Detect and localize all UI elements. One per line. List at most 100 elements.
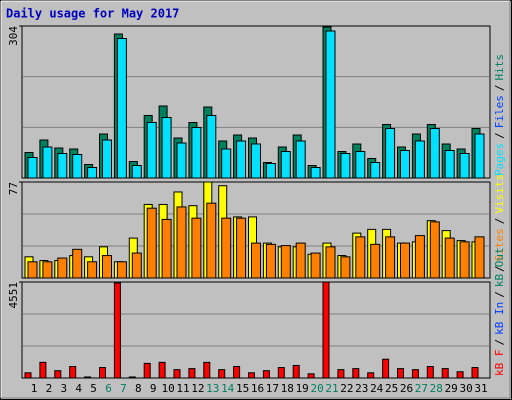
bar <box>441 368 449 379</box>
x-tick-label: 14 <box>221 382 235 395</box>
x-tick-label: 5 <box>90 382 97 395</box>
bar <box>161 117 172 179</box>
bar <box>69 366 77 379</box>
bar <box>113 282 121 379</box>
bar <box>158 361 166 379</box>
bar <box>102 255 112 279</box>
bar <box>459 153 470 179</box>
bar <box>131 165 142 179</box>
x-tick-label: 19 <box>296 382 309 395</box>
bar <box>191 217 202 279</box>
bar <box>161 218 172 279</box>
legend-entry: Visits <box>493 174 506 214</box>
bar <box>355 151 366 179</box>
bar <box>236 217 247 279</box>
bar <box>352 368 360 379</box>
x-tick-label: 2 <box>46 382 53 395</box>
bar <box>236 140 247 179</box>
bar <box>221 217 232 279</box>
bar <box>292 364 300 379</box>
bar <box>131 252 142 279</box>
bar <box>128 376 136 379</box>
bar <box>173 369 181 379</box>
bar <box>325 246 336 279</box>
bar <box>191 127 202 179</box>
bar <box>143 362 151 379</box>
bar <box>265 243 276 279</box>
bar <box>42 261 53 279</box>
bar <box>72 248 83 279</box>
bar <box>325 30 336 179</box>
bar <box>27 261 38 279</box>
x-tick-label: 27 <box>415 382 428 395</box>
x-tick-label: 4 <box>75 382 82 395</box>
x-tick-label: 16 <box>251 382 264 395</box>
bar <box>444 237 455 279</box>
bar <box>370 162 381 179</box>
bar <box>116 261 127 279</box>
bar <box>471 367 479 379</box>
legend-separator: / <box>493 85 506 92</box>
legend-separator: / <box>493 218 506 225</box>
bar <box>370 243 381 279</box>
x-tick-label: 11 <box>176 382 189 395</box>
bar <box>218 369 226 379</box>
bar <box>310 167 321 179</box>
bar <box>367 372 375 379</box>
bar <box>429 128 440 179</box>
bar <box>310 252 321 279</box>
bar <box>295 242 306 279</box>
bar <box>411 369 419 379</box>
bar <box>444 150 455 179</box>
y-tick-label: 304 <box>7 26 20 46</box>
x-tick-label: 15 <box>236 382 249 395</box>
bar <box>414 140 425 179</box>
bar <box>251 242 261 279</box>
bar <box>146 122 157 179</box>
bar <box>280 245 291 279</box>
bar <box>474 236 485 279</box>
x-tick-label: 9 <box>150 382 157 395</box>
legend-entry: kB F <box>493 350 506 377</box>
y-tick-label: 4551 <box>7 282 20 309</box>
legend-separator: / <box>493 265 506 272</box>
legend: kB F/kB In/kB Out <box>493 247 506 376</box>
bar <box>295 140 306 179</box>
bar <box>176 206 187 279</box>
y-tick-label: 77 <box>7 182 20 195</box>
bar <box>84 376 92 379</box>
bar <box>42 146 53 179</box>
x-tick-label: 21 <box>325 382 338 395</box>
x-tick-label: 13 <box>206 382 219 395</box>
bar <box>340 256 351 279</box>
legend-entry: Files <box>493 95 506 128</box>
x-tick-label: 6 <box>105 382 112 395</box>
bar <box>54 370 62 379</box>
bar <box>355 236 366 279</box>
x-tick-label: 17 <box>266 382 279 395</box>
bar <box>188 368 196 379</box>
bar <box>102 139 112 179</box>
legend-entry: kB Out <box>493 247 506 287</box>
bar <box>248 372 255 379</box>
bar <box>24 372 32 379</box>
bar <box>206 202 217 279</box>
chart-title: Daily usage for May 2017 <box>6 7 179 21</box>
x-tick-label: 12 <box>191 382 204 395</box>
legend-entry: kB In <box>493 302 506 335</box>
bar <box>27 157 38 179</box>
bar <box>307 373 315 379</box>
bar <box>459 241 470 279</box>
bar <box>265 163 276 179</box>
x-tick-label: 24 <box>370 382 384 395</box>
bar <box>72 154 83 179</box>
legend-entry: Sites <box>493 228 506 261</box>
panel <box>21 281 491 379</box>
x-tick-label: 25 <box>385 382 398 395</box>
bar <box>400 242 410 279</box>
bar <box>337 369 345 379</box>
bar <box>57 257 68 279</box>
bar <box>340 153 351 179</box>
bar <box>57 153 68 179</box>
